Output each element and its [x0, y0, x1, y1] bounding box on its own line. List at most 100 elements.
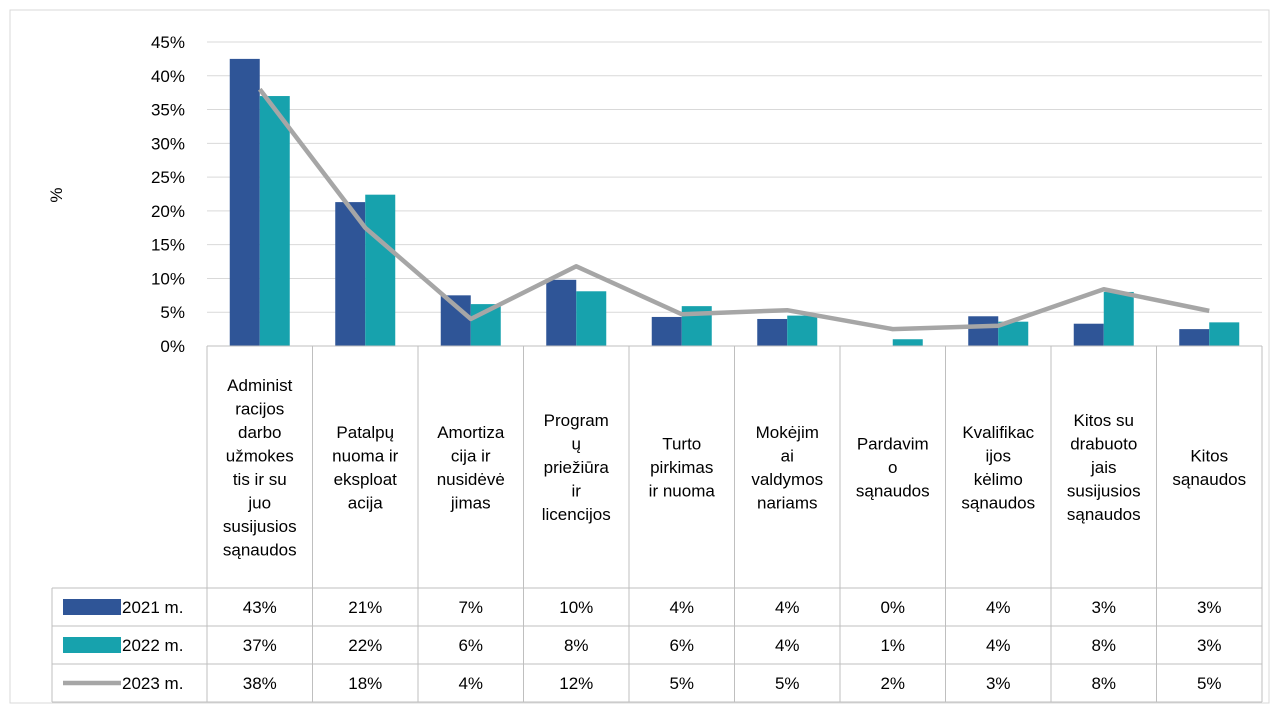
bar [335, 202, 366, 346]
x-tick-label: Program ų priežiūra ir licencijos [542, 411, 611, 524]
x-tick-label: Mokėjim ai valdymos nariams [751, 423, 823, 513]
data-label: 0% [880, 598, 905, 617]
y-tick-label: 25% [151, 168, 185, 187]
x-tick-label: Administ racijos darbo užmokes tis ir su juo s… [223, 376, 297, 560]
x-tick-label-line: Amortiza [437, 423, 505, 442]
series-line [257, 87, 1210, 332]
legend-swatch [63, 599, 121, 615]
bar [259, 96, 290, 347]
data-label: 12% [559, 674, 593, 693]
x-tick-label-line: cija ir [451, 446, 491, 465]
x-tick-label-line: užmokes [226, 446, 294, 465]
data-label: 10% [559, 598, 593, 617]
bar [651, 316, 682, 346]
x-tick-label-line: sąnaudos [961, 493, 1035, 512]
data-label: 6% [458, 636, 483, 655]
x-tick-label-line: eksploat [334, 470, 398, 489]
data-label: 4% [669, 598, 694, 617]
data-label: 3% [1197, 636, 1222, 655]
legend-swatch [63, 637, 121, 653]
x-tick-label-line: darbo [238, 423, 281, 442]
data-label: 8% [1091, 636, 1116, 655]
bar [968, 316, 999, 346]
x-tick-label-line: Kitos su [1074, 411, 1134, 430]
legend-label: 2023 m. [122, 674, 183, 693]
x-tick-label-line: ir nuoma [649, 482, 716, 501]
bar [440, 295, 471, 346]
x-tick-label-line: ir [572, 482, 582, 501]
y-tick-label: 10% [151, 269, 185, 288]
y-axis: 0% 5% 10% 15% 20% 25% 30% 35% 40% 45% [151, 33, 185, 356]
x-tick-label-line: nusidėvė [437, 470, 505, 489]
x-tick-label-line: pirkimas [650, 458, 713, 477]
data-label: 5% [1197, 674, 1222, 693]
y-tick-label: 35% [151, 101, 185, 120]
bar [787, 315, 818, 346]
x-tick-label: Kitos sąnaudos [1172, 446, 1246, 489]
data-label: 5% [775, 674, 800, 693]
line-series [257, 87, 1210, 332]
x-tick-label-line: racijos [235, 399, 284, 418]
data-label: 2% [880, 674, 905, 693]
data-label: 4% [986, 636, 1011, 655]
x-tick-label-line: Program [544, 411, 609, 430]
x-tick-label-line: juo [247, 493, 271, 512]
x-tick-label-line: Patalpų [336, 423, 394, 442]
x-tick-label-line: susijusios [1067, 482, 1141, 501]
y-tick-label: 20% [151, 202, 185, 221]
x-tick-label: Patalpų nuoma ir eksploat acija [332, 423, 398, 513]
y-axis-label: % [47, 187, 66, 202]
x-tick-label-line: licencijos [542, 505, 611, 524]
x-tick-label: Pardavim o sąnaudos [856, 435, 930, 501]
x-tick-label-line: Mokėjim [756, 423, 819, 442]
data-label: 18% [348, 674, 382, 693]
x-tick-label-line: nuoma ir [332, 446, 398, 465]
x-tick-label-line: priežiūra [544, 458, 610, 477]
bars [229, 58, 1240, 347]
data-label: 4% [775, 636, 800, 655]
data-label: 43% [243, 598, 277, 617]
x-tick-label-line: Administ [227, 376, 292, 395]
data-label: 8% [1091, 674, 1116, 693]
x-tick-label-line: Kvalifikac [962, 423, 1034, 442]
data-label: 7% [458, 598, 483, 617]
x-tick-label-line: Kitos [1190, 446, 1228, 465]
x-tick-label-line: Pardavim [857, 435, 929, 454]
y-tick-label: 5% [160, 303, 185, 322]
y-tick-label: 30% [151, 134, 185, 153]
bar [365, 194, 396, 346]
x-tick-label-line: ų [572, 435, 581, 454]
data-label: 37% [243, 636, 277, 655]
legend-label: 2022 m. [122, 636, 183, 655]
data-label: 22% [348, 636, 382, 655]
x-tick-label-line: ijos [985, 446, 1011, 465]
bar [546, 279, 577, 346]
data-label: 4% [986, 598, 1011, 617]
x-tick-label-line: tis ir su [233, 470, 287, 489]
data-label: 1% [880, 636, 905, 655]
legend-label: 2021 m. [122, 598, 183, 617]
x-tick-label-line: sąnaudos [223, 540, 297, 559]
data-label: 3% [1197, 598, 1222, 617]
x-tick-label: Turto pirkimas ir nuoma [649, 435, 716, 501]
x-tick-label-line: jais [1090, 458, 1117, 477]
x-tick-label-line: acija [348, 493, 384, 512]
bar [576, 291, 607, 346]
data-label: 6% [669, 636, 694, 655]
x-tick-label-line: Turto [662, 435, 701, 454]
x-tick-label-line: valdymos [751, 470, 823, 489]
y-tick-label: 15% [151, 236, 185, 255]
y-tick-label: 0% [160, 337, 185, 356]
y-tick-label: 45% [151, 33, 185, 52]
x-tick-label: Amortiza cija ir nusidėvė jimas [437, 423, 505, 513]
data-label: 4% [775, 598, 800, 617]
x-tick-label-line: susijusios [223, 517, 297, 536]
x-tick-label-line: ai [781, 446, 794, 465]
x-tick-label-line: nariams [757, 493, 817, 512]
data-label: 4% [458, 674, 483, 693]
bar [1103, 291, 1134, 346]
x-tick-label: Kitos su drabuoto jais susijusios sąnaudos [1067, 411, 1141, 524]
bar [1179, 329, 1210, 346]
x-tick-label-line: sąnaudos [856, 482, 930, 501]
